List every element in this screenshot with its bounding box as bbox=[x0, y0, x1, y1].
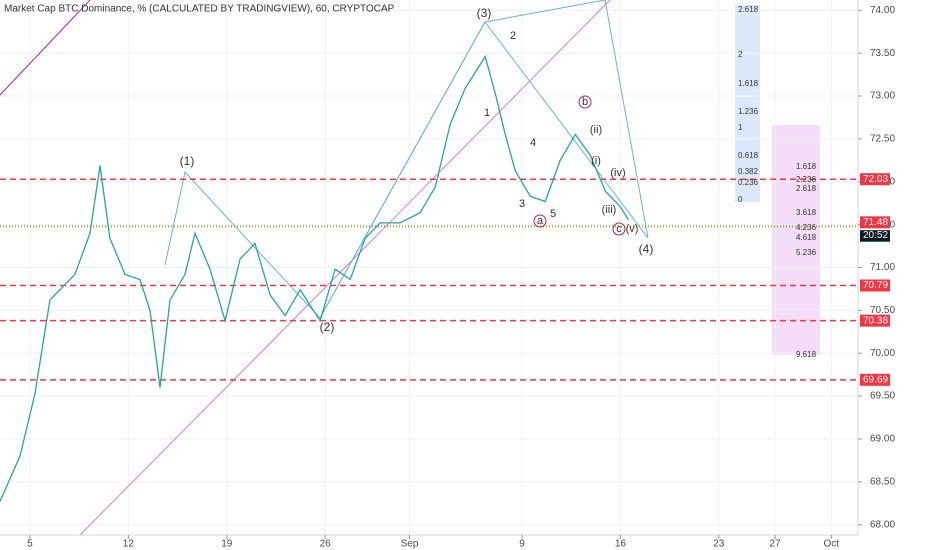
y-tick-label: 70.00 bbox=[870, 348, 895, 359]
fib-zone bbox=[772, 125, 820, 355]
y-tick-label: 69.50 bbox=[870, 391, 895, 402]
axes: 68.0068.5069.0069.5070.0070.5071.0071.50… bbox=[27, 5, 895, 550]
fib-label: 2 bbox=[738, 50, 743, 59]
fib-label: 0.618 bbox=[738, 151, 759, 160]
fib-zone bbox=[735, 5, 760, 202]
wave-label: a bbox=[537, 215, 544, 227]
countdown-bg bbox=[860, 230, 890, 242]
price-tag-label: 71.48 bbox=[863, 217, 888, 228]
x-tick-label: 9 bbox=[519, 539, 525, 550]
wave-label: 2 bbox=[510, 30, 516, 42]
fib-label: 9.618 bbox=[796, 350, 817, 359]
chart-title: Market Cap BTC Dominance, % (CALCULATED … bbox=[4, 4, 395, 15]
price-tag bbox=[860, 279, 890, 292]
price-tag-label: 72.03 bbox=[863, 174, 888, 185]
wave-label: 5 bbox=[550, 208, 556, 220]
wave-label: (v) bbox=[626, 223, 639, 235]
y-tick-label: 72.50 bbox=[870, 134, 895, 145]
wave-line bbox=[604, 0, 649, 239]
x-tick-label: 16 bbox=[615, 539, 627, 550]
fib-label: 2.618 bbox=[738, 5, 759, 14]
price-tag bbox=[860, 373, 890, 386]
plot: (1) (2) (3) (4) 1 2 3 4 5a b c (i) (ii) (iii) (iv) (v) 2… bbox=[0, 5, 887, 502]
wave-label: c bbox=[616, 223, 622, 235]
trend-line bbox=[79, 0, 611, 536]
trend-line bbox=[0, 0, 91, 96]
x-tick-label: 26 bbox=[320, 539, 332, 550]
fib-label: 3.618 bbox=[796, 208, 817, 217]
fib-label: 1.236 bbox=[738, 107, 759, 116]
price-line bbox=[0, 55, 629, 502]
x-tick-label: 12 bbox=[123, 539, 135, 550]
wave-line bbox=[164, 0, 606, 319]
fib-label: 5.236 bbox=[796, 248, 817, 257]
y-tick-label: 68.00 bbox=[870, 519, 895, 530]
x-tick-label: Sep bbox=[401, 539, 419, 550]
x-tick-label: 19 bbox=[221, 539, 233, 550]
wave-label: b bbox=[582, 96, 588, 108]
wave-circle bbox=[533, 214, 547, 228]
drawings bbox=[0, 0, 891, 536]
wave-label: (ii) bbox=[590, 124, 602, 136]
y-tick-label: 68.50 bbox=[870, 476, 895, 487]
price-tag bbox=[860, 173, 890, 186]
fib-label: 1.618 bbox=[796, 162, 817, 171]
y-tick-label: 73.50 bbox=[870, 48, 895, 59]
countdown: 20:52 bbox=[863, 230, 888, 241]
fib-label: 0 bbox=[738, 195, 743, 204]
y-tick-label: 74.00 bbox=[870, 5, 895, 16]
wave-circle bbox=[612, 222, 626, 236]
x-tick-label: Oct bbox=[824, 539, 840, 550]
fib-label: 0.236 bbox=[738, 178, 759, 187]
wave-label: 1 bbox=[484, 107, 490, 119]
x-tick-label: 5 bbox=[27, 539, 33, 550]
fib-label: 0.382 bbox=[738, 167, 759, 176]
fib-label: 2.236 bbox=[796, 175, 817, 184]
wave-label: (3) bbox=[477, 6, 492, 20]
fib-label: 2.618 bbox=[796, 184, 817, 193]
wave-circle bbox=[578, 95, 592, 109]
wave-line bbox=[319, 21, 486, 319]
fib-label: 4.236 bbox=[796, 223, 817, 232]
grid bbox=[0, 0, 858, 535]
y-tick-label: 71.00 bbox=[870, 262, 895, 273]
y-tick-label: 70.50 bbox=[870, 305, 895, 316]
x-tick-label: 27 bbox=[769, 539, 781, 550]
price-tag-label: 69.69 bbox=[863, 374, 888, 385]
price-axis bbox=[858, 0, 932, 550]
wave-label: (4) bbox=[639, 242, 654, 256]
wave-label: 3 bbox=[519, 198, 525, 210]
wave-label: (iii) bbox=[602, 204, 617, 216]
price-tag-label: 70.79 bbox=[863, 280, 888, 291]
fib-label: 1 bbox=[738, 123, 743, 132]
price-tag bbox=[860, 314, 890, 327]
price-tag-label: 70.38 bbox=[863, 315, 888, 326]
wave-line bbox=[484, 21, 649, 239]
wave-label: (1) bbox=[180, 154, 195, 168]
wave-label: (iv) bbox=[610, 167, 625, 179]
fib-label: 4.618 bbox=[796, 233, 817, 242]
y-tick-label: 69.00 bbox=[870, 434, 895, 445]
fib-label: 1.618 bbox=[738, 79, 759, 88]
wave-label: (2) bbox=[320, 320, 335, 334]
price-tag bbox=[860, 216, 890, 229]
wave-label: (i) bbox=[591, 155, 601, 167]
x-tick-label: 23 bbox=[713, 539, 725, 550]
y-tick-label: 73.00 bbox=[870, 91, 895, 102]
wave-label: 4 bbox=[530, 137, 536, 149]
